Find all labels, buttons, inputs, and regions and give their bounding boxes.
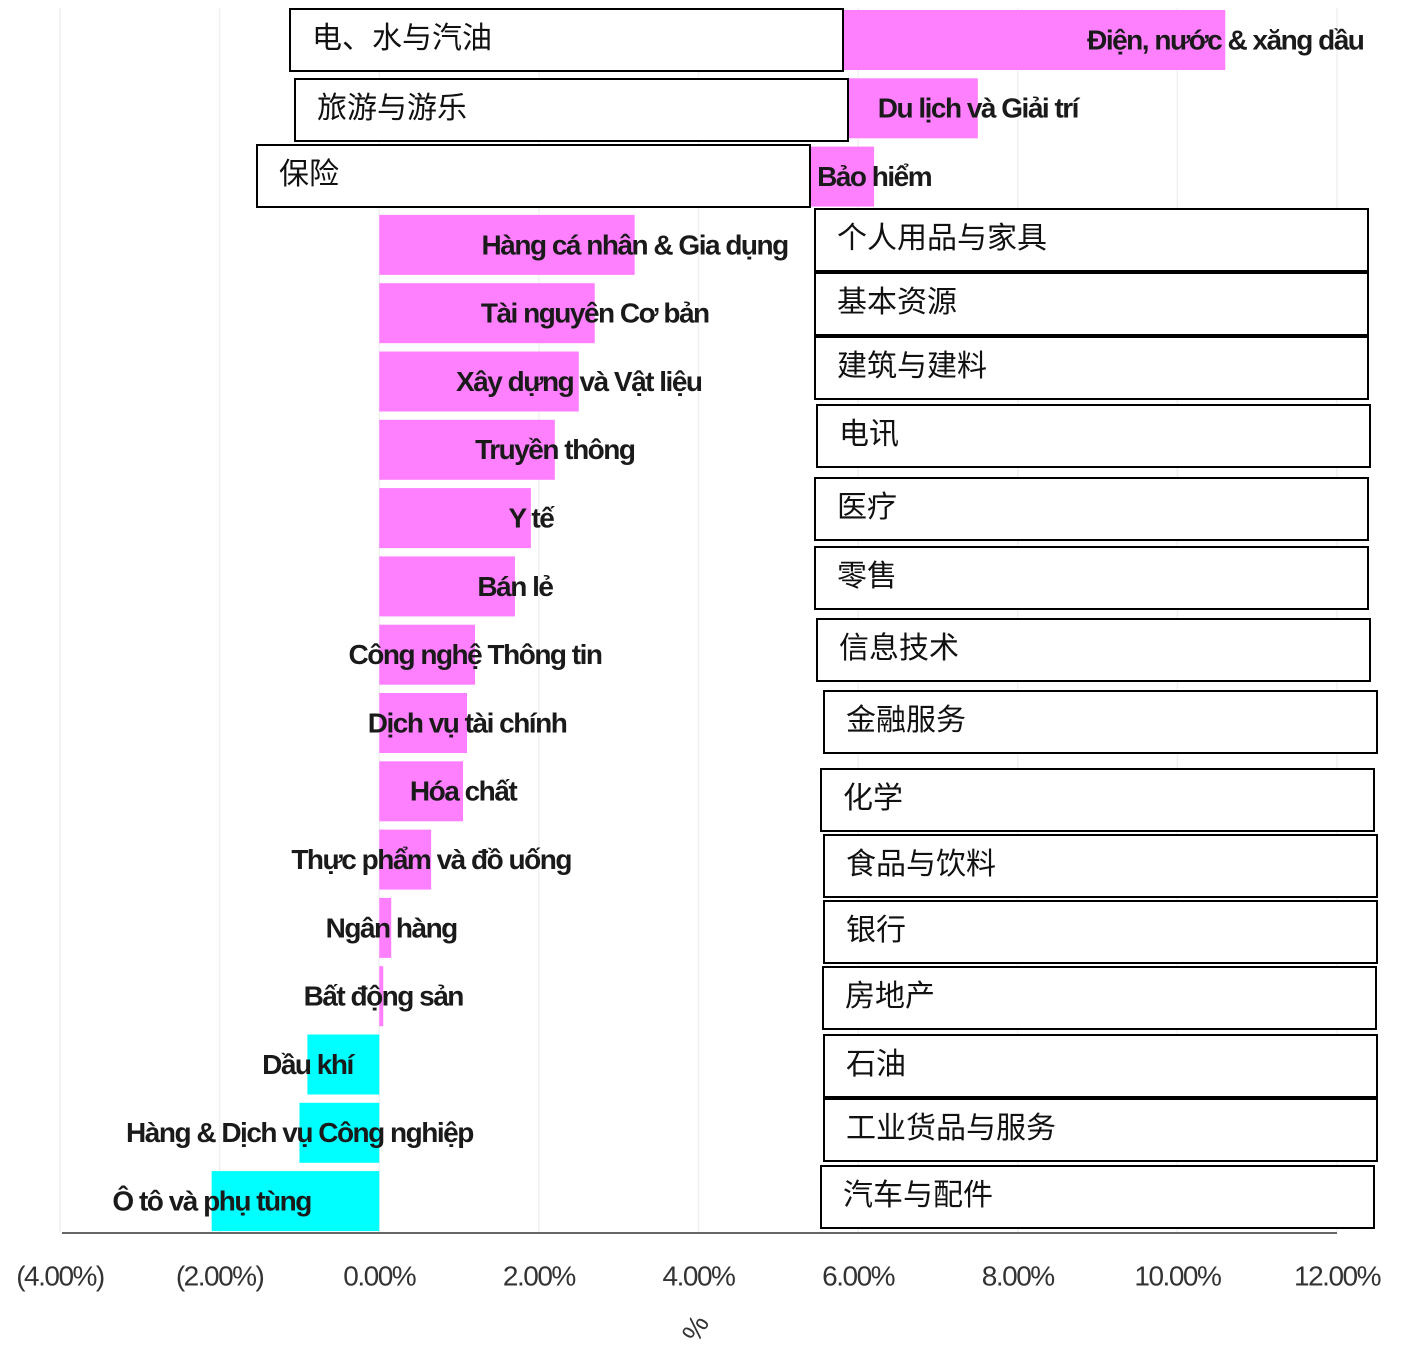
translation-text: 医疗 bbox=[837, 491, 897, 524]
x-tick-label: (4.00%) bbox=[16, 1260, 104, 1291]
translation-text: 化学 bbox=[843, 782, 903, 815]
x-tick-label: 6.00% bbox=[822, 1260, 894, 1291]
translation-box bbox=[814, 336, 1369, 400]
translation-text: 基本资源 bbox=[837, 286, 957, 319]
category-label: Hàng & Dịch vụ Công nghiệp bbox=[126, 1117, 473, 1148]
translation-box bbox=[816, 618, 1371, 682]
translation-text: 金融服务 bbox=[846, 704, 966, 737]
translation-box bbox=[820, 1165, 1375, 1229]
translation-box bbox=[294, 78, 849, 142]
translation-box bbox=[814, 208, 1369, 272]
bar bbox=[379, 624, 476, 685]
category-label: Ngân hàng bbox=[326, 912, 458, 943]
translation-text: 房地产 bbox=[845, 980, 935, 1013]
translation-box bbox=[814, 546, 1369, 610]
category-label: Bất động sản bbox=[304, 981, 464, 1012]
bar bbox=[379, 761, 464, 822]
translation-box bbox=[814, 272, 1369, 336]
bar bbox=[307, 1034, 380, 1095]
category-label: Điện, nước & xăng dầu bbox=[1087, 24, 1364, 55]
category-label: Bán lẻ bbox=[477, 571, 553, 602]
bar bbox=[379, 966, 384, 1027]
translation-box bbox=[820, 768, 1375, 832]
translation-text: 石油 bbox=[846, 1048, 906, 1081]
category-label: Thực phẩm và đồ uống bbox=[291, 844, 571, 875]
translation-box bbox=[814, 477, 1369, 541]
x-tick-label: 12.00% bbox=[1294, 1260, 1381, 1291]
translation-text: 电讯 bbox=[839, 418, 899, 451]
translation-text: 零售 bbox=[837, 560, 897, 593]
category-label: Bảo hiểm bbox=[817, 161, 932, 192]
translation-box bbox=[289, 8, 844, 72]
translation-box bbox=[822, 966, 1377, 1030]
category-label: Dịch vụ tài chính bbox=[368, 707, 567, 738]
category-label: Hóa chất bbox=[410, 776, 517, 807]
translation-text: 电、水与汽油 bbox=[312, 22, 492, 55]
x-tick-label: 0.00% bbox=[343, 1260, 415, 1291]
bar bbox=[379, 488, 531, 549]
x-tick-label: 10.00% bbox=[1134, 1260, 1221, 1291]
translation-text: 汽车与配件 bbox=[843, 1179, 993, 1212]
translation-box bbox=[823, 1098, 1378, 1162]
bar bbox=[379, 351, 579, 412]
translation-text: 个人用品与家具 bbox=[837, 222, 1047, 255]
bar bbox=[379, 419, 555, 480]
category-label: Du lịch và Giải trí bbox=[878, 93, 1081, 124]
bar bbox=[299, 1102, 380, 1163]
translation-text: 食品与饮料 bbox=[846, 848, 996, 881]
translation-text: 旅游与游乐 bbox=[317, 92, 467, 125]
bar bbox=[211, 1171, 380, 1232]
translation-text: 银行 bbox=[846, 914, 906, 947]
x-tick-label: (2.00%) bbox=[176, 1260, 264, 1291]
bar bbox=[379, 693, 468, 753]
category-label: Ô tô và phụ tùng bbox=[112, 1184, 311, 1216]
category-label: Y tế bbox=[508, 502, 555, 533]
translation-box bbox=[823, 690, 1378, 754]
translation-box bbox=[823, 900, 1378, 964]
bar bbox=[379, 283, 595, 344]
category-label: Hàng cá nhân & Gia dụng bbox=[482, 229, 789, 260]
translation-text: 保险 bbox=[279, 158, 339, 191]
translation-text: 信息技术 bbox=[839, 632, 959, 665]
bar bbox=[379, 556, 515, 617]
x-axis-label: % bbox=[676, 1311, 715, 1347]
translation-box bbox=[256, 144, 811, 208]
translation-box bbox=[816, 404, 1371, 468]
x-tick-label: 2.00% bbox=[503, 1260, 575, 1291]
category-label: Truyền thông bbox=[475, 434, 635, 465]
category-label: Tài nguyên Cơ bản bbox=[481, 298, 709, 329]
category-label: Dầu khí bbox=[262, 1049, 355, 1080]
x-tick-label: 4.00% bbox=[663, 1260, 735, 1291]
translation-box bbox=[823, 834, 1378, 898]
x-tick-label: 8.00% bbox=[982, 1260, 1054, 1291]
bar bbox=[379, 897, 392, 958]
translation-box bbox=[823, 1034, 1378, 1098]
bar bbox=[379, 829, 432, 890]
translation-text: 工业货品与服务 bbox=[846, 1112, 1056, 1145]
translation-text: 建筑与建料 bbox=[837, 350, 987, 383]
category-label: Xây dựng và Vật liệu bbox=[456, 366, 702, 397]
bar bbox=[379, 214, 635, 275]
category-label: Công nghệ Thông tin bbox=[349, 639, 602, 670]
